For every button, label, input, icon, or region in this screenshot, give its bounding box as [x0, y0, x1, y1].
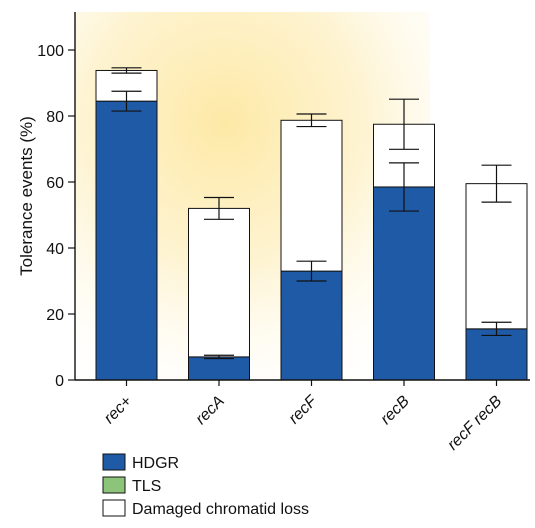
- y-tick-label: 40: [46, 241, 64, 258]
- bar-segment-hdgr: [373, 186, 435, 381]
- x-tick-label: recF recB: [444, 393, 505, 454]
- bars-layer: [95, 67, 528, 381]
- x-tick-label: recB: [378, 393, 414, 429]
- bar-segment-damaged-chromatid-loss: [280, 119, 343, 272]
- legend-label: TLS: [132, 478, 161, 495]
- bar-segment-damaged-chromatid-loss: [465, 183, 528, 330]
- bar-segment-hdgr: [188, 356, 250, 381]
- bar-segment-hdgr: [465, 328, 528, 381]
- legend: HDGR TLS Damaged chromatid loss: [102, 453, 309, 518]
- legend-label: HDGR: [132, 455, 179, 472]
- legend-swatch-hdgr: [102, 453, 126, 471]
- y-axis-label: Tolerance events (%): [17, 116, 36, 276]
- legend-label: Damaged chromatid loss: [132, 501, 309, 518]
- bar-segment-damaged-chromatid-loss: [188, 207, 250, 358]
- y-tick-label: 60: [46, 175, 64, 192]
- y-tick-label: 0: [55, 373, 64, 390]
- legend-swatch-damaged-chromatid-loss: [102, 499, 126, 517]
- bar-segment-hdgr: [95, 100, 158, 381]
- bar-segment-hdgr: [280, 270, 343, 381]
- legend-swatch-tls: [102, 476, 126, 494]
- x-tick-label: recF: [286, 392, 322, 428]
- x-tick-label: recA: [193, 393, 228, 428]
- y-tick-label: 100: [37, 43, 64, 60]
- x-tick-label: rec+: [101, 393, 135, 427]
- y-tick-label: 80: [46, 109, 64, 126]
- y-tick-label: 20: [46, 307, 64, 324]
